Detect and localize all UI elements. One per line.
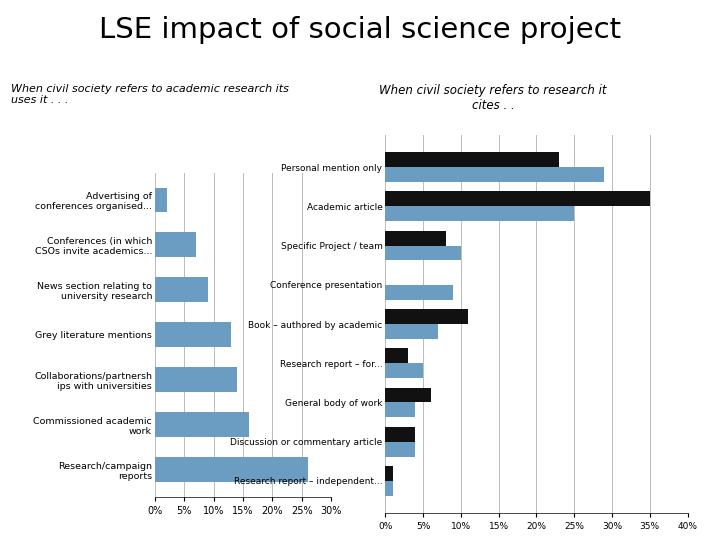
Bar <box>155 187 166 212</box>
Bar <box>385 309 469 324</box>
Bar <box>385 246 461 260</box>
Bar <box>385 285 454 300</box>
Text: When civil society refers to academic research its
uses it . . .: When civil society refers to academic re… <box>11 84 289 105</box>
Bar <box>385 402 415 417</box>
Bar <box>155 413 249 437</box>
Bar <box>385 167 605 182</box>
Bar <box>385 191 649 206</box>
Bar <box>155 457 307 482</box>
Bar <box>385 466 393 481</box>
Bar <box>385 152 559 167</box>
Bar <box>385 348 408 363</box>
Bar <box>385 481 393 496</box>
Bar <box>385 388 431 402</box>
Bar <box>385 231 446 246</box>
Bar <box>155 367 237 392</box>
Bar <box>385 363 423 378</box>
Bar <box>155 278 208 302</box>
Bar <box>385 324 438 339</box>
Bar <box>385 427 415 442</box>
Text: When civil society refers to research it
cites . .: When civil society refers to research it… <box>379 84 607 112</box>
Bar <box>155 322 231 347</box>
Bar <box>385 442 415 457</box>
Bar <box>385 206 575 221</box>
Bar <box>155 233 196 257</box>
Text: LSE impact of social science project: LSE impact of social science project <box>99 16 621 44</box>
